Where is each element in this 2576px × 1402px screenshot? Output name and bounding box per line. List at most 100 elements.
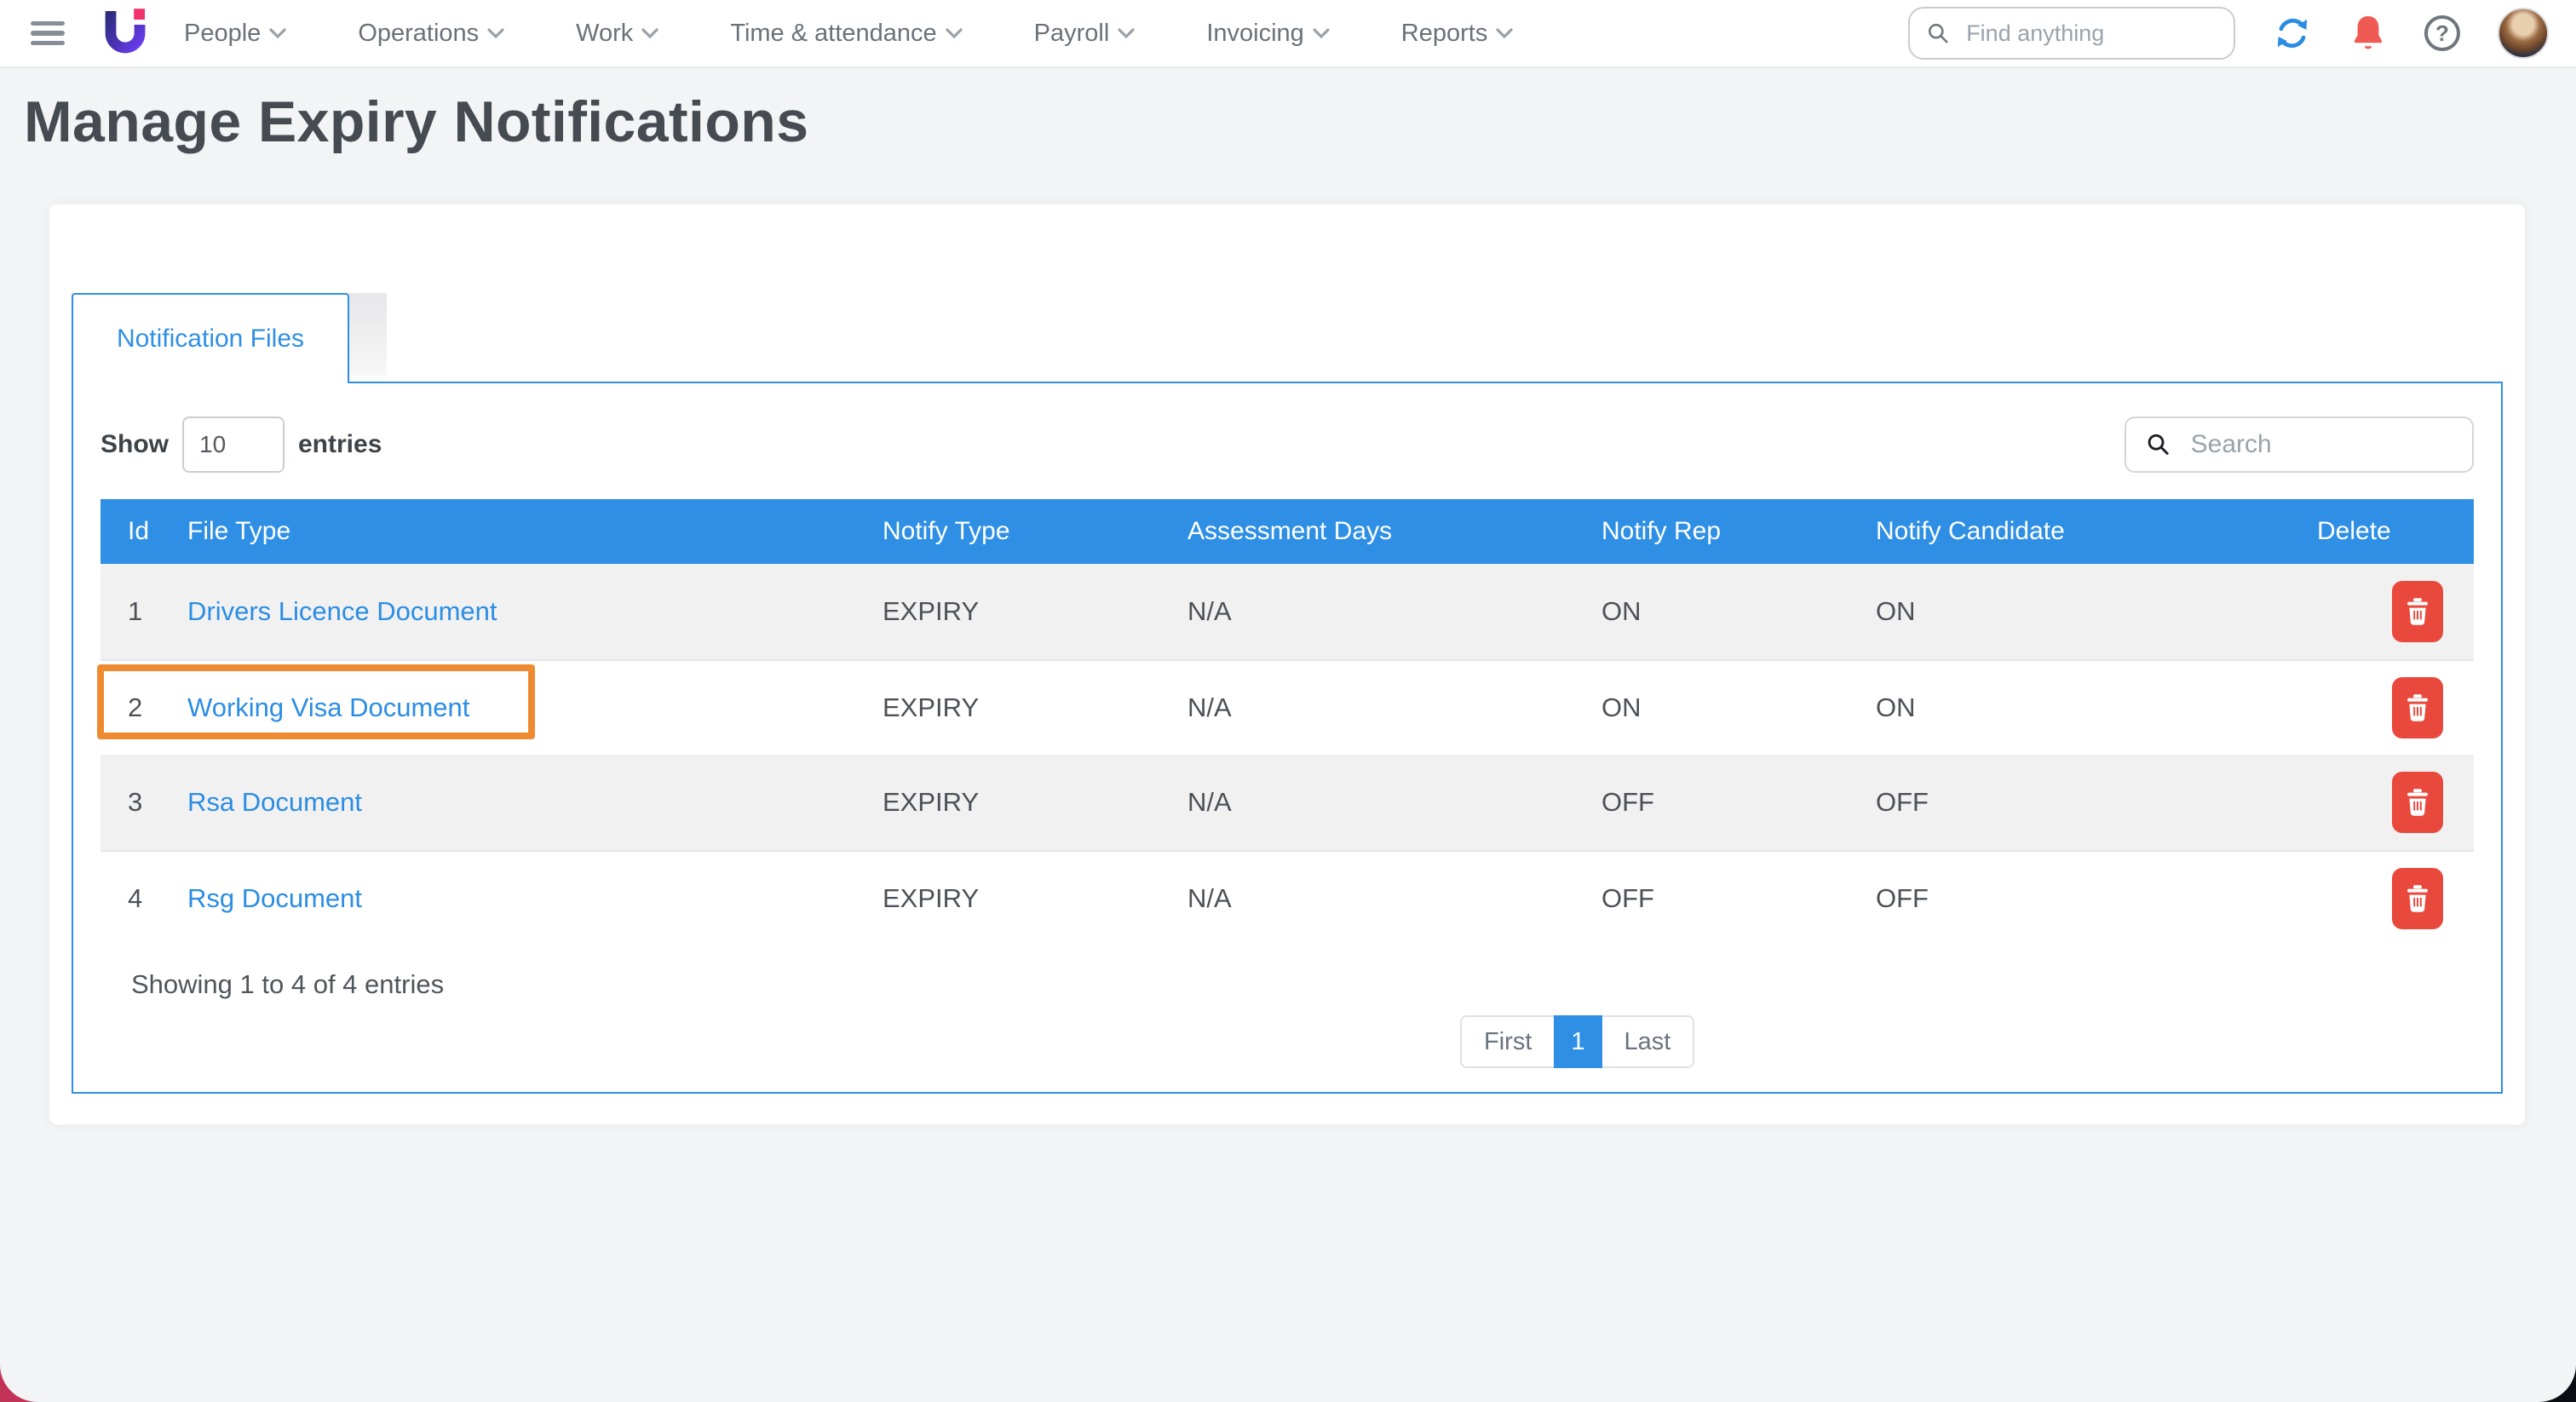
pagination-last-button[interactable]: Last <box>1601 1015 1695 1068</box>
tab-panel: Show entries Id File Type <box>72 382 2503 1094</box>
help-button[interactable]: ? <box>2424 15 2460 51</box>
notification-files-table: Id File Type Notify Type Assessment Days… <box>97 499 2474 945</box>
table-row: 4 Rsg Document EXPIRY N/A OFF OFF <box>101 850 2474 945</box>
user-avatar[interactable] <box>2498 8 2549 59</box>
chevron-down-icon <box>641 28 658 38</box>
file-type-link[interactable]: Rsg Document <box>187 883 363 913</box>
table-search-input[interactable] <box>2187 428 2452 461</box>
header-id[interactable]: Id <box>128 517 150 545</box>
show-label: Show <box>101 430 169 458</box>
cell-notify-candidate: OFF <box>1876 883 1929 913</box>
header-file-type[interactable]: File Type <box>187 517 291 545</box>
table-row: 3 Rsa Document EXPIRY N/A OFF OFF <box>101 755 2474 850</box>
table-controls: Show entries <box>101 411 2474 479</box>
header-delete: Delete <box>2317 517 2391 545</box>
nav-label: Reports <box>1400 19 1488 47</box>
cell-assessment-days: N/A <box>1187 692 1232 722</box>
delete-button[interactable] <box>2392 772 2443 833</box>
nav-label: Payroll <box>1033 19 1110 47</box>
delete-button[interactable] <box>2392 677 2443 738</box>
nav-label: Operations <box>358 19 480 47</box>
nav-label: People <box>184 19 262 47</box>
notifications-button[interactable] <box>2349 13 2387 54</box>
cell-notify-rep: OFF <box>1601 883 1654 913</box>
pagination-page-1-button[interactable]: 1 <box>1554 1015 1602 1068</box>
navbar-right: ? <box>1908 7 2549 60</box>
file-type-link[interactable]: Rsa Document <box>187 787 363 817</box>
nav-item-people[interactable]: People <box>184 20 286 48</box>
nav-label: Work <box>576 19 634 47</box>
table-row: 1 Drivers Licence Document EXPIRY N/A ON… <box>101 564 2474 659</box>
chevron-down-icon <box>1496 28 1513 38</box>
table-row: 2 Working Visa Document EXPIRY N/A ON ON <box>101 659 2474 755</box>
cell-notify-type: EXPIRY <box>883 692 980 722</box>
page-title: Manage Expiry Notifications <box>24 89 809 154</box>
cell-id: 4 <box>128 883 143 913</box>
delete-button[interactable] <box>2392 868 2443 929</box>
help-icon: ? <box>2424 15 2460 51</box>
nav-item-time-attendance[interactable]: Time & attendance <box>730 19 963 48</box>
cell-id: 3 <box>128 787 143 817</box>
cell-notify-type: EXPIRY <box>883 787 980 817</box>
trash-icon <box>2407 598 2428 625</box>
page-size-input[interactable] <box>182 417 285 473</box>
sync-button[interactable] <box>2273 14 2312 53</box>
chevron-down-icon <box>946 28 963 38</box>
cell-assessment-days: N/A <box>1187 596 1232 626</box>
pagination: First 1 Last <box>1460 1015 1695 1068</box>
pagination-first-button[interactable]: First <box>1460 1015 1555 1068</box>
main-nav: People Operations Work Time & attendance… <box>184 20 1513 48</box>
cell-notify-candidate: OFF <box>1876 787 1929 817</box>
top-navbar: People Operations Work Time & attendance… <box>0 0 2576 68</box>
chevron-down-icon <box>1118 28 1135 38</box>
cell-id: 2 <box>128 692 143 722</box>
cell-notify-type: EXPIRY <box>883 596 980 626</box>
trash-icon <box>2407 885 2428 912</box>
nav-label: Invoicing <box>1206 19 1304 47</box>
cell-notify-rep: ON <box>1601 692 1642 722</box>
cell-assessment-days: N/A <box>1187 787 1232 817</box>
trash-icon <box>2407 789 2428 816</box>
nav-item-work[interactable]: Work <box>576 20 658 48</box>
cell-notify-rep: OFF <box>1601 787 1654 817</box>
cell-id: 1 <box>128 596 143 626</box>
u-logo-icon <box>105 9 146 54</box>
table-search[interactable] <box>2125 417 2474 473</box>
hamburger-menu-icon[interactable] <box>31 21 65 45</box>
chevron-down-icon <box>487 28 504 38</box>
header-notify-type[interactable]: Notify Type <box>883 517 1010 545</box>
cell-notify-type: EXPIRY <box>883 883 980 913</box>
cell-notify-candidate: ON <box>1876 692 1916 722</box>
sync-icon <box>2277 18 2308 49</box>
inactive-tab-edge <box>349 293 387 382</box>
bell-icon <box>2354 16 2383 49</box>
nav-label: Time & attendance <box>730 19 937 47</box>
nav-item-invoicing[interactable]: Invoicing <box>1206 19 1330 48</box>
header-notify-candidate[interactable]: Notify Candidate <box>1876 517 2065 545</box>
file-type-link[interactable]: Drivers Licence Document <box>187 596 497 626</box>
app-logo[interactable] <box>99 6 150 60</box>
delete-button[interactable] <box>2392 581 2443 642</box>
tab-notification-files[interactable]: Notification Files <box>72 293 349 383</box>
nav-item-reports[interactable]: Reports <box>1401 20 1514 48</box>
cell-notify-rep: ON <box>1601 596 1642 626</box>
chevron-down-icon <box>1313 28 1330 38</box>
table-header-row: Id File Type Notify Type Assessment Days… <box>101 499 2474 564</box>
file-type-link[interactable]: Working Visa Document <box>187 692 470 722</box>
content-card: Notification Files Show entries <box>49 204 2525 1124</box>
entries-label: entries <box>298 430 382 458</box>
header-notify-rep[interactable]: Notify Rep <box>1601 517 1722 545</box>
cell-assessment-days: N/A <box>1187 883 1232 913</box>
header-assessment-days[interactable]: Assessment Days <box>1187 517 1393 545</box>
search-icon <box>2148 434 2169 455</box>
nav-item-payroll[interactable]: Payroll <box>1034 20 1136 48</box>
cell-notify-candidate: ON <box>1876 596 1916 626</box>
global-search[interactable] <box>1908 7 2235 60</box>
entries-summary: Showing 1 to 4 of 4 entries <box>131 969 445 999</box>
search-icon <box>1928 23 1948 43</box>
nav-item-operations[interactable]: Operations <box>358 20 504 48</box>
global-search-input[interactable] <box>1963 18 2217 49</box>
chevron-down-icon <box>269 28 286 38</box>
